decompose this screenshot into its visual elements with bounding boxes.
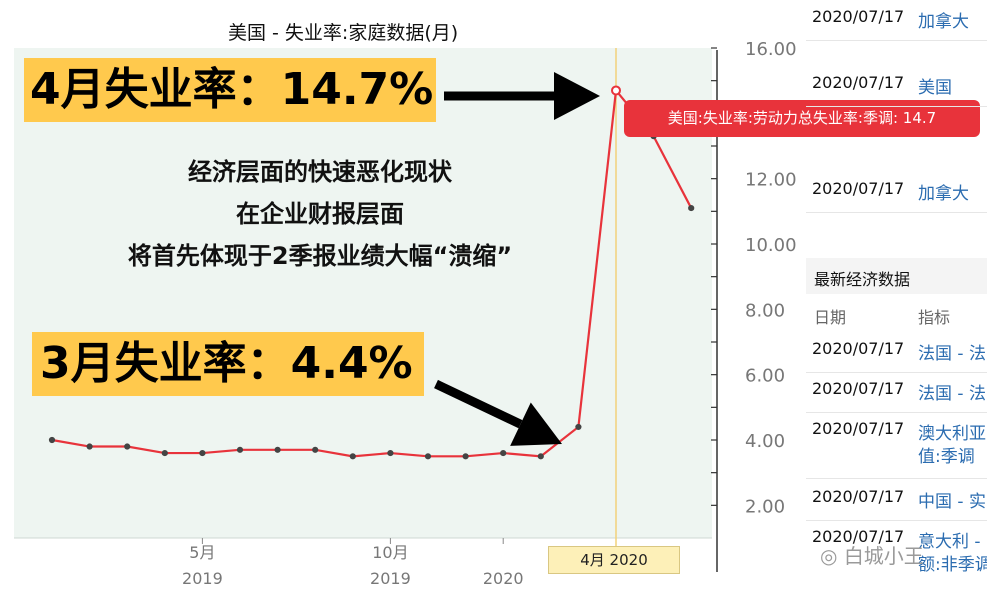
hover-x-label: 4月 2020 — [548, 546, 680, 574]
panel-row-date: 2020/07/17 — [812, 527, 905, 546]
arrow-to-april-head — [554, 72, 600, 120]
panel-row-date: 2020/07/17 — [812, 379, 905, 398]
panel-row-country-link[interactable]: 美国 — [918, 78, 952, 98]
panel-col-indicator: 指标 — [918, 308, 951, 327]
data-point — [500, 449, 507, 457]
april-unemployment-callout: 4月失业率：14.7% — [24, 58, 436, 122]
data-point — [611, 85, 621, 96]
data-point — [688, 204, 695, 212]
data-point — [387, 449, 394, 457]
x-tick-year-label: 2020 — [483, 569, 524, 588]
series-line — [51, 87, 693, 458]
panel-section-header: 最新经济数据 — [806, 258, 987, 294]
panel-data-row[interactable]: 2020/07/17 澳大利亚 值:季调 — [806, 412, 987, 479]
wechat-icon: ◎ — [820, 544, 844, 568]
panel-row-date: 2020/07/17 — [812, 487, 905, 506]
annotation-line-3: 将首先体现于2季报业绩大幅“溃缩” — [127, 242, 513, 270]
panel-data-row[interactable]: 2020/07/17 意大利 - 额:非季调 — [806, 520, 987, 586]
annotation-line-2: 在企业财报层面 — [236, 200, 404, 228]
data-point — [48, 436, 56, 444]
y-tick-label: 4.00 — [745, 431, 785, 452]
data-point — [86, 443, 93, 450]
x-tick-label: 10月 — [372, 543, 408, 562]
data-point — [312, 446, 319, 453]
panel-top-row[interactable]: 2020/07/17 加拿大 — [806, 0, 987, 41]
data-point — [462, 453, 469, 460]
data-point — [349, 453, 356, 460]
panel-data-row[interactable]: 2020/07/17 中国 - 实 — [806, 480, 987, 521]
data-point — [424, 453, 432, 460]
x-tick-year-label: 2019 — [370, 569, 411, 588]
panel-row-date: 2020/07/17 — [812, 419, 905, 438]
arrow-to-march — [434, 379, 523, 429]
panel-section-title: 最新经济数据 — [814, 270, 911, 289]
panel-data-row[interactable]: 2020/07/17 法国 - 法 — [806, 332, 987, 373]
y-tick-label: 10.00 — [745, 235, 797, 256]
data-point — [236, 446, 244, 453]
march-unemployment-callout: 3月失业率：4.4% — [32, 332, 424, 396]
chart-title: 美国 - 失业率:家庭数据(月) — [228, 22, 459, 44]
panel-data-row[interactable]: 2020/07/17 法国 - 法 — [806, 372, 987, 413]
watermark: ◎ 白城小王 — [820, 540, 924, 569]
panel-top-row[interactable]: 2020/07/17 美国 — [806, 66, 987, 107]
data-point — [124, 443, 131, 450]
panel-column-header: 日期 指标 — [806, 296, 987, 330]
y-tick-label: 12.00 — [745, 170, 797, 191]
data-point — [161, 449, 168, 457]
panel-row-country-link[interactable]: 加拿大 — [918, 184, 969, 204]
y-tick-label: 8.00 — [745, 300, 785, 321]
panel-row-date: 2020/07/17 — [812, 73, 905, 92]
y-tick-label: 16.00 — [745, 39, 797, 60]
watermark-text: 白城小王 — [843, 544, 924, 568]
data-point — [199, 449, 206, 457]
x-tick-year-label: 2019 — [182, 569, 223, 588]
panel-row-indicator-link[interactable]: 法国 - 法 — [918, 344, 986, 364]
y-tick-label: 6.00 — [745, 366, 785, 387]
data-point — [537, 453, 544, 460]
x-tick-label: 5月 — [189, 543, 215, 562]
data-point — [575, 423, 582, 431]
arrow-to-march-head — [510, 402, 562, 446]
panel-top-row[interactable]: 2020/07/17 加拿大 — [806, 172, 987, 213]
panel-row-date: 2020/07/17 — [812, 339, 905, 358]
panel-row-date: 2020/07/17 — [812, 179, 905, 198]
annotation-line-1: 经济层面的快速恶化现状 — [188, 158, 452, 186]
panel-row-date: 2020/07/17 — [812, 7, 905, 26]
panel-row-indicator-link[interactable]: 法国 - 法 — [918, 384, 986, 404]
panel-row-indicator-link[interactable]: 澳大利亚 — [918, 424, 986, 444]
y-tick-label: 2.00 — [745, 496, 785, 517]
panel-row-indicator-link-cont[interactable]: 值:季调 — [918, 447, 975, 467]
panel-row-indicator-link[interactable]: 意大利 - — [918, 532, 981, 552]
data-point — [274, 446, 281, 453]
panel-row-indicator-link-cont[interactable]: 额:非季调 — [918, 555, 987, 575]
panel-row-country-link[interactable]: 加拿大 — [918, 12, 969, 32]
panel-row-indicator-link[interactable]: 中国 - 实 — [918, 492, 986, 512]
panel-col-date: 日期 — [814, 308, 847, 327]
